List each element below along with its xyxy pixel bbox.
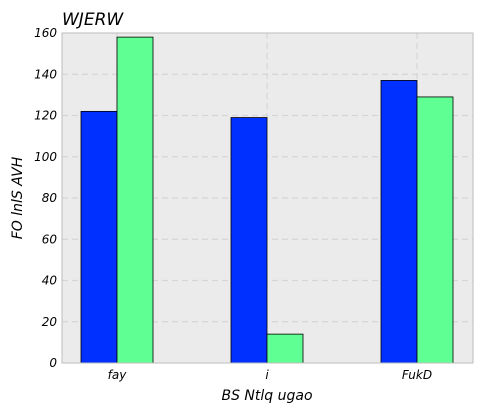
x-tick-label: fay — [108, 368, 128, 382]
y-tick-label: 160 — [34, 26, 57, 40]
x-tick-label: FukD — [402, 368, 432, 382]
x-axis-ticks: fay i FukD — [108, 368, 432, 382]
chart-title: WJERW — [62, 10, 124, 30]
y-tick-label: 0 — [49, 356, 57, 370]
y-axis-ticks: 0 20 40 60 80 100 120 140 160 — [34, 26, 57, 370]
y-tick-label: 100 — [34, 150, 57, 164]
bar — [116, 36, 154, 364]
bar — [80, 110, 118, 364]
y-tick-label: 40 — [42, 274, 58, 288]
x-axis-label: BS Ntlq ugao — [221, 388, 312, 404]
y-tick-label: 140 — [34, 67, 57, 81]
bar — [416, 96, 454, 364]
x-tick-label: i — [265, 368, 269, 382]
bar — [230, 117, 268, 364]
bar — [266, 333, 304, 364]
y-tick-label: 80 — [42, 191, 58, 205]
y-tick-label: 20 — [42, 315, 58, 329]
y-axis-label: FO lnlS AVH — [10, 156, 26, 239]
bar — [380, 80, 418, 364]
bars — [80, 36, 454, 364]
y-tick-label: 60 — [42, 232, 58, 246]
plot-frame — [61, 32, 474, 364]
y-tick-label: 120 — [34, 109, 57, 123]
